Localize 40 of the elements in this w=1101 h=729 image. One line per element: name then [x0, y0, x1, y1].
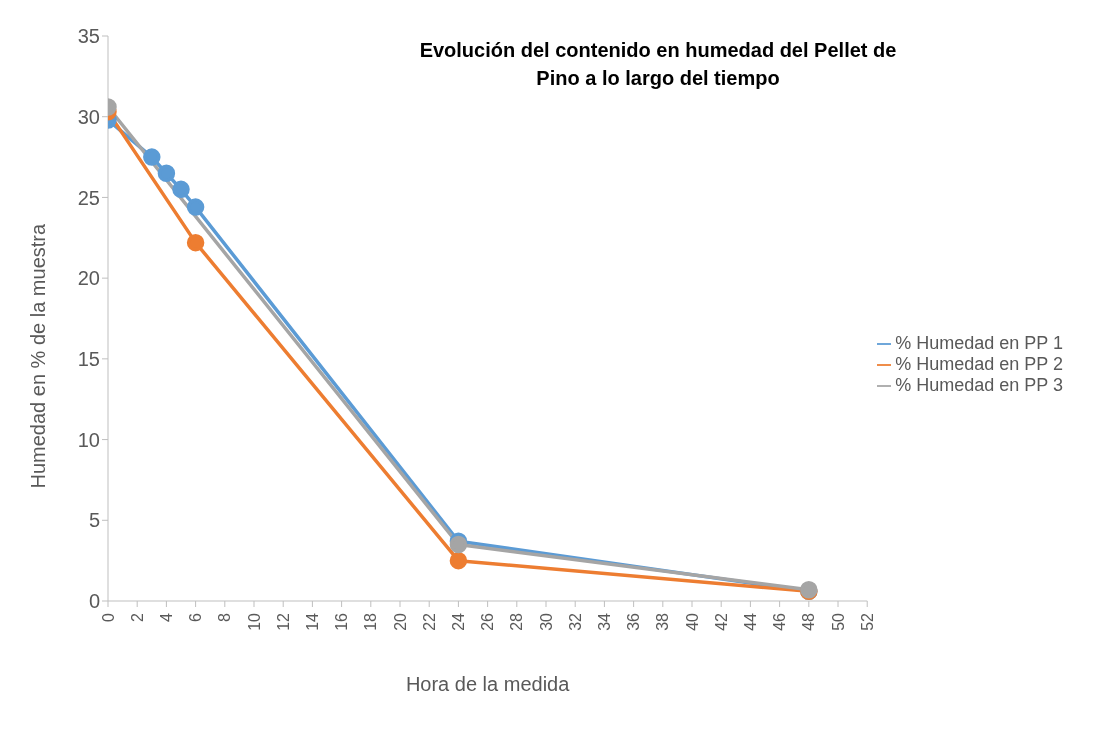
y-axis-title: Humedad en % de la muestra: [27, 223, 50, 489]
x-tick-label: 24: [449, 612, 467, 631]
y-tick-label: 10: [77, 428, 100, 451]
x-tick-label: 30: [537, 612, 555, 631]
y-tick-label: 30: [77, 105, 100, 128]
x-tick-label: 34: [595, 612, 613, 631]
legend-label: % Humedad en PP 1: [895, 333, 1063, 353]
x-tick-label: 22: [420, 612, 438, 631]
y-tick-label: 25: [77, 186, 100, 209]
x-tick-label: 12: [274, 612, 292, 631]
x-tick-label: 10: [245, 612, 263, 631]
x-tick-label: 46: [771, 612, 789, 631]
x-tick-label: 4: [157, 612, 175, 622]
legend-label: % Humedad en PP 2: [895, 354, 1063, 374]
y-tick-label: 15: [77, 347, 100, 370]
x-axis-title: Hora de la medida: [405, 673, 571, 695]
text: Evolución del contenido en humedad del Pellet de Pino a lo largo del tiempo: [418, 38, 898, 91]
y-tick-label: 35: [77, 25, 100, 48]
x-tick-label: 36: [625, 612, 643, 631]
x-tick-label: 26: [479, 612, 497, 631]
x-tick-label: 44: [741, 612, 759, 631]
x-tick-label: 0: [99, 612, 117, 622]
x-tick-label: 16: [333, 612, 351, 631]
y-tick-label: 20: [77, 267, 100, 290]
x-tick-label: 40: [683, 612, 701, 631]
x-tick-label: 52: [858, 612, 876, 631]
y-tick-label: 5: [88, 509, 100, 532]
x-tick-label: 18: [362, 612, 380, 631]
x-tick-label: 20: [391, 612, 409, 631]
x-tick-label: 2: [128, 612, 146, 622]
x-tick-label: 50: [829, 612, 847, 631]
x-tick-label: 42: [712, 612, 730, 631]
x-tick-label: 48: [800, 612, 818, 631]
legend-label: % Humedad en PP 3: [895, 375, 1063, 395]
x-tick-label: 8: [216, 612, 234, 622]
x-tick-label: 14: [303, 612, 321, 631]
x-tick-label: 6: [187, 612, 205, 622]
x-tick-label: 32: [566, 612, 584, 631]
x-tick-label: 28: [508, 612, 526, 631]
x-tick-label: 38: [654, 612, 672, 631]
